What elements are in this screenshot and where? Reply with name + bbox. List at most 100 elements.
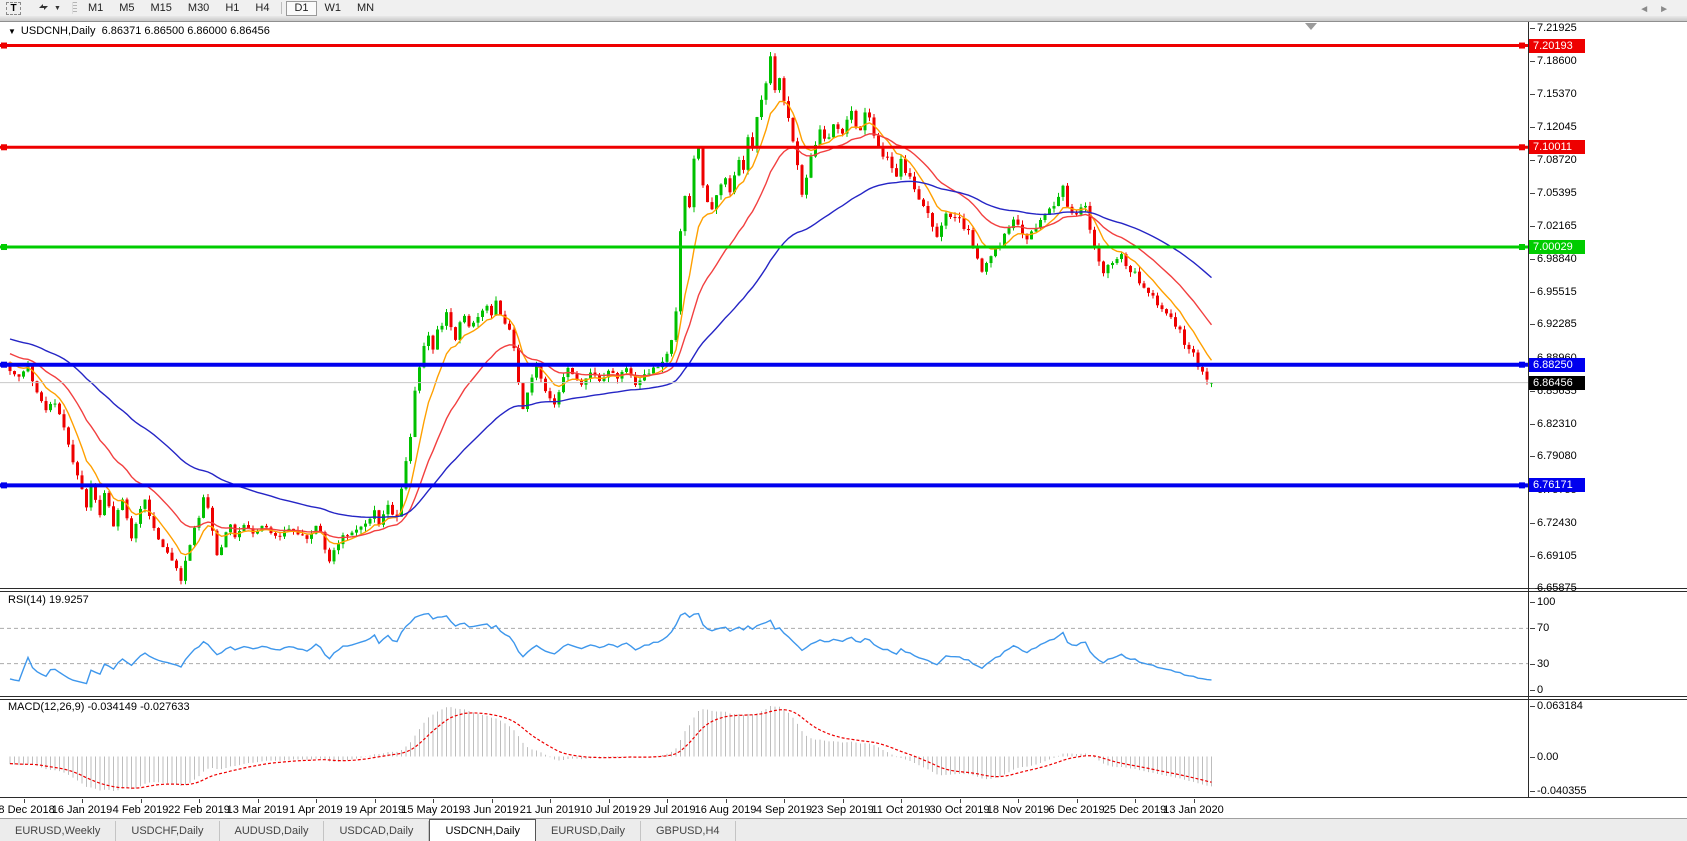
chart-tab-usdcad-daily[interactable]: USDCAD,Daily	[324, 821, 430, 841]
chart-symbol: USDCNH,Daily	[20, 25, 96, 37]
date-axis-label: 30 Oct 2019	[929, 804, 990, 816]
ma-slow-line	[9, 180, 1212, 519]
date-tick-mark	[842, 799, 844, 803]
date-tick-mark	[1076, 799, 1078, 803]
timeframe-button-H4[interactable]: H4	[255, 2, 270, 14]
date-axis-label: 13 Jan 2020	[1163, 804, 1224, 816]
date-tick-mark	[959, 799, 961, 803]
price-axis-label: 6.82310	[1530, 418, 1577, 431]
panel-separator[interactable]	[0, 588, 1687, 592]
timeframe-button-M1[interactable]: M1	[87, 2, 104, 14]
timeframe-button-W1[interactable]: W1	[324, 2, 342, 14]
timeframe-group-daily: D1 W1 MN	[286, 0, 382, 16]
date-axis-label: 16 Aug 2019	[694, 804, 757, 816]
hline-price-flag: 6.88250	[1529, 357, 1585, 372]
macd-histogram	[9, 706, 1212, 791]
timeframe-button-M5[interactable]: M5	[119, 2, 135, 14]
date-axis-label: 25 Dec 2019	[1103, 804, 1167, 816]
rsi-indicator-label: RSI(14) 19.9257	[8, 594, 89, 606]
rsi-axis-label: 0	[1529, 684, 1544, 696]
timeframe-button-M15[interactable]: M15	[150, 2, 172, 14]
price-axis-label: 6.79080	[1530, 450, 1577, 463]
price-axis-label: 7.21925	[1530, 22, 1577, 35]
date-tick-mark	[608, 799, 610, 803]
chevron-down-icon: ▼	[54, 4, 61, 12]
chart-tab-eurusd-daily[interactable]: EURUSD,Daily	[536, 821, 641, 841]
date-tick-mark	[901, 799, 902, 803]
macd-panel-chart[interactable]	[0, 700, 1528, 797]
hline-price-flag: 7.10011	[1529, 140, 1585, 155]
date-axis-label: 6 Dec 2019	[1048, 804, 1105, 816]
chart-border	[0, 797, 1687, 798]
date-tick-mark	[491, 799, 493, 803]
chart-tab-usdchf-daily[interactable]: USDCHF,Daily	[116, 821, 220, 841]
timeframe-button-D1[interactable]: D1	[286, 0, 317, 16]
date-axis-label: 21 Jun 2019	[519, 804, 581, 816]
price-axis-label: 7.12045	[1530, 120, 1577, 133]
chart-tab-gbpusd-h4[interactable]: GBPUSD,H4	[641, 821, 736, 841]
horizontal-level-line[interactable]	[0, 244, 1528, 251]
timeframe-button-MN[interactable]: MN	[357, 2, 375, 14]
price-axis-label: 7.02165	[1530, 219, 1577, 232]
symbol-dropdown-icon[interactable]: ▼	[8, 27, 16, 36]
date-axis-label: 4 Feb 2019	[112, 804, 169, 816]
main-price-chart[interactable]	[0, 22, 1528, 588]
rsi-axis-label: 100	[1529, 596, 1556, 608]
date-tick-mark	[550, 799, 551, 803]
horizontal-level-line[interactable]	[0, 42, 1528, 49]
hline-price-flag: 7.00029	[1529, 240, 1585, 254]
date-axis-label: 10 Jul 2019	[580, 804, 637, 816]
date-tick-mark	[1193, 799, 1195, 803]
toolbar-separator	[281, 2, 283, 14]
panel-separator[interactable]	[0, 696, 1687, 700]
date-tick-mark	[199, 799, 200, 803]
ma-mid-line	[9, 133, 1213, 539]
price-axis-label: 6.69105	[1530, 549, 1577, 562]
horizontal-level-line[interactable]	[0, 361, 1528, 368]
chart-tab-usdcnh-daily[interactable]: USDCNH,Daily	[429, 819, 536, 841]
date-tick-mark	[784, 799, 785, 803]
price-axis-label: 6.65875	[1530, 582, 1577, 595]
date-axis-label: 15 May 2019	[401, 804, 465, 816]
tab-scroll-right-icon[interactable]: ►	[1659, 4, 1679, 15]
tab-scroll-left-icon[interactable]: ◄	[1639, 4, 1660, 15]
date-axis-label: 11 Oct 2019	[871, 804, 931, 816]
price-axis-label: 7.15370	[1530, 87, 1577, 100]
date-axis-label: 4 Sep 2019	[755, 804, 813, 816]
horizontal-level-line[interactable]	[0, 144, 1528, 151]
timeframe-button-M30[interactable]: M30	[187, 2, 210, 14]
hline-price-flag: 7.20193	[1529, 38, 1585, 53]
date-axis-label: 28 Dec 2018	[0, 804, 55, 816]
price-axis-label: 6.98840	[1530, 252, 1577, 265]
candles-layer	[8, 52, 1213, 585]
text-tool-button[interactable]: T	[6, 1, 21, 15]
tab-scroll-arrows: ◄►	[1639, 4, 1679, 15]
toolbar-grip[interactable]	[71, 2, 77, 14]
date-tick-mark	[1018, 799, 1019, 803]
date-axis-label: 19 Apr 2019	[344, 804, 405, 816]
price-axis-label: 7.05395	[1530, 187, 1577, 200]
date-axis-label: 16 Jan 2019	[51, 804, 113, 816]
chart-scroll-strip[interactable]	[0, 16, 1687, 22]
arrows-tool-button[interactable]: ▼	[29, 1, 69, 16]
date-tick-mark	[316, 799, 317, 803]
timeframe-button-H1[interactable]: H1	[225, 2, 240, 14]
price-axis-border	[1528, 22, 1529, 797]
macd-signal-line	[9, 709, 1212, 789]
date-axis-label: 22 Feb 2019	[168, 804, 230, 816]
date-axis-label: 23 Sep 2019	[811, 804, 874, 816]
price-axis-label: 6.95515	[1530, 286, 1577, 299]
chart-tab-bar: EURUSD,Weekly USDCHF,Daily AUDUSD,Daily USD…	[0, 818, 1687, 841]
horizontal-level-line[interactable]	[0, 482, 1528, 489]
price-axis-label: 6.92285	[1530, 318, 1577, 331]
date-tick-mark	[374, 799, 376, 803]
price-axis-label: 6.72430	[1530, 516, 1577, 529]
toolbar: T ▼ M1 M5 M15 M30 H1 H4 D1 W1 MN	[0, 0, 1687, 16]
rsi-panel-chart[interactable]	[0, 592, 1528, 696]
date-tick-mark	[433, 799, 434, 803]
chart-tab-audusd-daily[interactable]: AUDUSD,Daily	[220, 821, 325, 841]
arrows-icon	[37, 1, 50, 16]
date-tick-mark	[725, 799, 727, 803]
chart-tab-eurusd-weekly[interactable]: EURUSD,Weekly	[0, 821, 117, 841]
